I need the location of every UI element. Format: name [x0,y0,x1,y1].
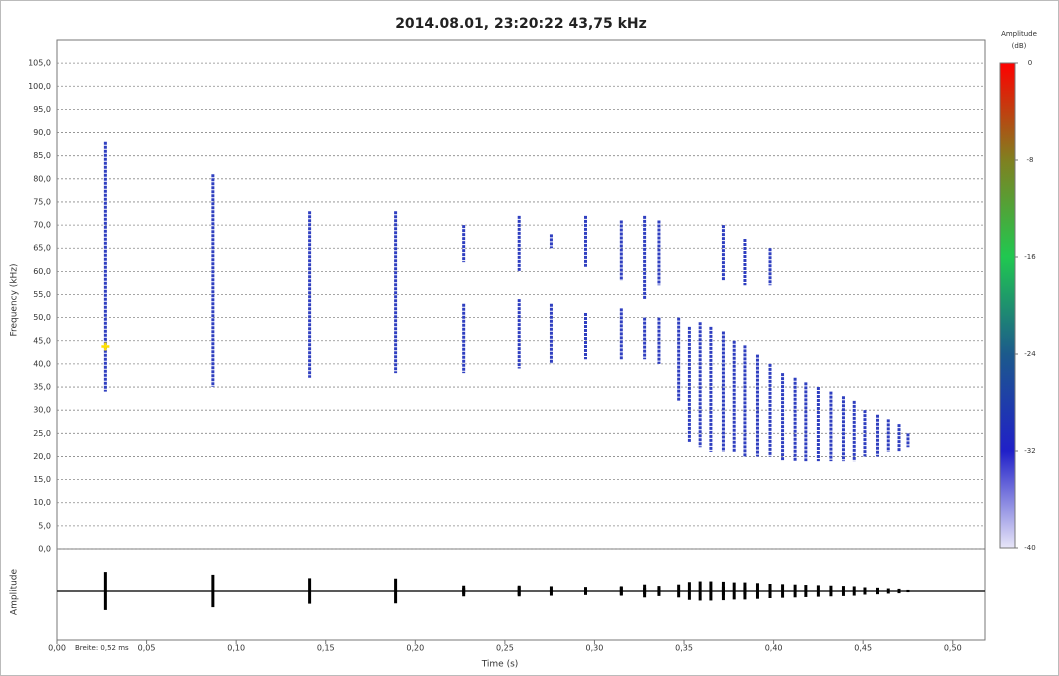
x-tick-label: 0,25 [496,644,514,653]
amplitude-label: Amplitude [10,568,20,615]
y-tick-label: 30,0 [33,406,51,415]
y-tick-label: 50,0 [33,313,51,322]
y-tick-label: 95,0 [33,105,51,114]
y-tick-label: 80,0 [33,174,51,183]
y-tick-label: 55,0 [33,290,51,299]
y-tick-label: 75,0 [33,197,51,206]
y-tick-label: 40,0 [33,359,51,368]
x-tick-label: 0,50 [944,644,962,653]
colorbar-label: Amplitude [1001,30,1037,38]
colorbar-tick-label: -8 [1027,156,1034,164]
y-tick-label: 10,0 [33,498,51,507]
chart-title: 2014.08.01, 23:20:22 43,75 kHz [395,16,647,32]
y-axis-label: Frequency (kHz) [10,263,20,336]
y-tick-label: 60,0 [33,267,51,276]
annotation: Breite: 0,52 ms [75,644,129,652]
x-tick-label: 0,30 [586,644,604,653]
plot-frame [56,39,986,641]
y-tick-label: 105,0 [28,59,51,68]
x-tick-label: 0,40 [765,644,783,653]
y-tick-label: 65,0 [33,244,51,253]
cursor [101,342,110,351]
x-tick-label: 0,15 [317,644,335,653]
x-tick-label: 0,35 [675,644,693,653]
y-tick-label: 15,0 [33,475,51,484]
x-tick-label: 0,20 [406,644,424,653]
colorbar-tick-label: -16 [1024,253,1036,261]
y-tick-label: 90,0 [33,128,51,137]
x-axis-label: Time (s) [481,660,519,670]
y-tick-label: 5,0 [38,521,51,530]
colorbar-tick-label: -40 [1024,544,1035,552]
y-tick-label: 85,0 [33,151,51,160]
y-tick-label: 100,0 [28,82,51,91]
x-tick-label: 0,05 [138,644,156,653]
y-tick-label: 45,0 [33,336,51,345]
colorbar-tick-label: -32 [1024,447,1035,455]
x-tick-label: 0,45 [854,644,872,653]
y-tick-label: 20,0 [33,452,51,461]
colorbar-tick-label: -24 [1024,350,1036,358]
y-tick-label: 35,0 [33,383,51,392]
y-tick-label: 0,0 [38,545,51,554]
colorbar-tick-label: 0 [1028,59,1032,67]
y-tick-label: 70,0 [33,221,51,230]
colorbar-label: (dB) [1012,42,1027,50]
x-tick-label: 0,00 [48,644,66,653]
colorbar [999,62,1016,549]
y-tick-label: 25,0 [33,429,51,438]
x-tick-label: 0,10 [227,644,245,653]
